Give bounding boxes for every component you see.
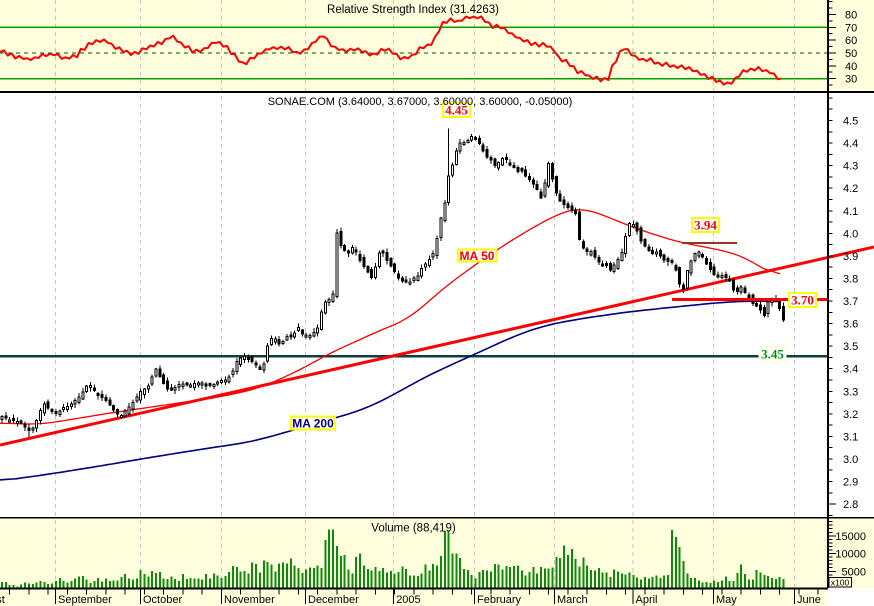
svg-text:March: March bbox=[557, 594, 588, 606]
svg-text:September: September bbox=[58, 594, 112, 606]
svg-text:February: February bbox=[477, 594, 522, 606]
svg-text:SONAE.COM (3.64000, 3.67000, 3: SONAE.COM (3.64000, 3.67000, 3.60000, 3.… bbox=[268, 96, 573, 108]
svg-text:2005: 2005 bbox=[396, 594, 420, 606]
svg-text:Relative Strength Index (31.42: Relative Strength Index (31.4263) bbox=[327, 4, 499, 16]
svg-text:3.2: 3.2 bbox=[843, 409, 858, 421]
svg-text:80: 80 bbox=[845, 10, 857, 22]
svg-text:70: 70 bbox=[845, 22, 857, 34]
svg-text:August: August bbox=[0, 594, 5, 606]
svg-text:November: November bbox=[224, 594, 275, 606]
svg-text:4.3: 4.3 bbox=[843, 161, 858, 173]
svg-text:3.6: 3.6 bbox=[843, 319, 858, 331]
svg-text:15000: 15000 bbox=[835, 531, 866, 543]
svg-text:3.94: 3.94 bbox=[694, 218, 717, 233]
svg-text:MA 200: MA 200 bbox=[292, 416, 334, 430]
svg-text:4.45: 4.45 bbox=[445, 103, 468, 118]
svg-text:June: June bbox=[797, 594, 821, 606]
svg-text:May: May bbox=[716, 594, 737, 606]
svg-text:50: 50 bbox=[845, 48, 857, 60]
svg-text:4.2: 4.2 bbox=[843, 183, 858, 195]
svg-text:MA 50: MA 50 bbox=[460, 249, 495, 263]
svg-text:3.45: 3.45 bbox=[761, 347, 784, 362]
svg-text:3.5: 3.5 bbox=[843, 341, 858, 353]
svg-text:3.70: 3.70 bbox=[791, 293, 814, 308]
svg-text:10000: 10000 bbox=[835, 549, 866, 561]
svg-text:4.5: 4.5 bbox=[843, 116, 858, 128]
svg-text:2.9: 2.9 bbox=[843, 477, 858, 489]
svg-text:3.1: 3.1 bbox=[843, 431, 858, 443]
svg-text:3.0: 3.0 bbox=[843, 454, 858, 466]
svg-text:3.4: 3.4 bbox=[843, 364, 858, 376]
svg-text:3.9: 3.9 bbox=[843, 251, 858, 263]
svg-text:3.8: 3.8 bbox=[843, 273, 858, 285]
svg-text:Volume (88,419): Volume (88,419) bbox=[371, 523, 456, 535]
svg-text:60: 60 bbox=[845, 35, 857, 47]
svg-text:October: October bbox=[143, 594, 182, 606]
svg-text:4.1: 4.1 bbox=[843, 206, 858, 218]
svg-text:4.0: 4.0 bbox=[843, 228, 858, 240]
svg-text:5000: 5000 bbox=[842, 566, 866, 578]
svg-text:3.3: 3.3 bbox=[843, 386, 858, 398]
svg-text:2.8: 2.8 bbox=[843, 499, 858, 511]
svg-text:December: December bbox=[308, 594, 359, 606]
svg-text:4.4: 4.4 bbox=[843, 138, 858, 150]
svg-text:April: April bbox=[636, 594, 658, 606]
svg-text:3.7: 3.7 bbox=[843, 296, 858, 308]
svg-text:x100: x100 bbox=[831, 578, 850, 588]
svg-text:40: 40 bbox=[845, 61, 857, 73]
svg-text:30: 30 bbox=[845, 74, 857, 86]
